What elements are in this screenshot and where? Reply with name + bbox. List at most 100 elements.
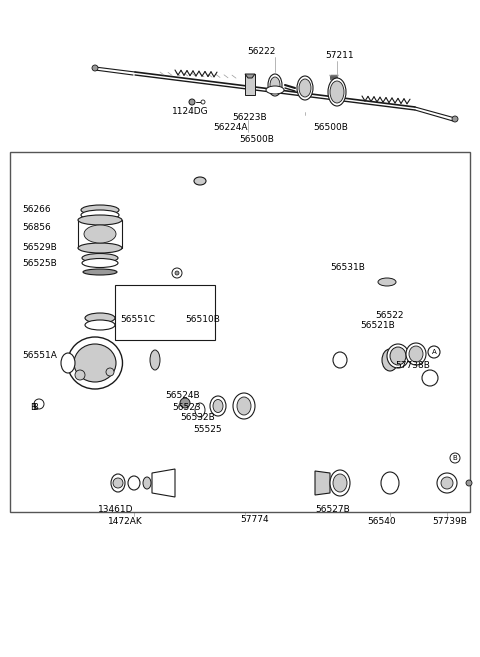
Polygon shape (245, 74, 255, 95)
Text: B: B (32, 403, 38, 413)
Ellipse shape (199, 467, 210, 499)
Ellipse shape (81, 210, 119, 220)
Ellipse shape (187, 468, 198, 498)
Circle shape (466, 480, 472, 486)
Text: 56532B: 56532B (180, 413, 215, 422)
Circle shape (75, 370, 85, 380)
Circle shape (172, 268, 182, 278)
Ellipse shape (268, 74, 282, 96)
Text: 56856: 56856 (22, 223, 51, 233)
Text: 57211: 57211 (325, 51, 354, 60)
Circle shape (106, 368, 114, 376)
Text: 57774: 57774 (240, 516, 269, 524)
Ellipse shape (78, 215, 122, 225)
Ellipse shape (292, 468, 303, 498)
Ellipse shape (387, 344, 409, 368)
Bar (78, 220, 122, 248)
Text: 56222: 56222 (247, 47, 275, 57)
Circle shape (437, 473, 457, 493)
Ellipse shape (210, 396, 226, 416)
Text: 56551C: 56551C (120, 315, 155, 325)
Circle shape (441, 477, 453, 489)
Text: 56224A: 56224A (213, 124, 248, 133)
Circle shape (428, 346, 440, 358)
Ellipse shape (128, 476, 140, 490)
Ellipse shape (378, 278, 396, 286)
Ellipse shape (328, 78, 346, 106)
Ellipse shape (222, 465, 233, 501)
Bar (115, 285, 215, 340)
Text: 56540: 56540 (367, 518, 396, 526)
Text: 56521B: 56521B (360, 321, 395, 330)
Ellipse shape (81, 205, 119, 215)
Text: 56500B: 56500B (313, 124, 348, 133)
Ellipse shape (233, 393, 255, 419)
Circle shape (422, 370, 438, 386)
Circle shape (175, 271, 179, 275)
Ellipse shape (330, 81, 344, 103)
Text: B: B (453, 455, 457, 461)
Ellipse shape (390, 347, 406, 365)
Ellipse shape (85, 320, 115, 330)
Ellipse shape (150, 350, 160, 370)
Ellipse shape (297, 76, 313, 100)
Text: 56531B: 56531B (330, 263, 365, 273)
Ellipse shape (299, 79, 311, 97)
Text: B: B (30, 403, 36, 411)
Circle shape (450, 453, 460, 463)
Ellipse shape (78, 243, 122, 253)
Text: 56551A: 56551A (22, 350, 57, 359)
Text: 56510B: 56510B (185, 315, 220, 325)
Text: 56524B: 56524B (165, 390, 200, 399)
Ellipse shape (333, 352, 347, 368)
Polygon shape (245, 74, 255, 78)
Ellipse shape (84, 225, 116, 243)
Ellipse shape (61, 353, 75, 373)
Circle shape (452, 116, 458, 122)
Polygon shape (315, 471, 330, 495)
Ellipse shape (270, 77, 280, 93)
Circle shape (92, 65, 98, 71)
Circle shape (180, 398, 190, 408)
Ellipse shape (381, 472, 399, 494)
Circle shape (113, 478, 123, 488)
Ellipse shape (68, 337, 122, 389)
Text: 56523: 56523 (172, 403, 201, 411)
Ellipse shape (330, 470, 350, 496)
Ellipse shape (143, 477, 151, 489)
Ellipse shape (266, 86, 284, 94)
Ellipse shape (245, 464, 256, 501)
Ellipse shape (85, 313, 115, 323)
Ellipse shape (237, 397, 251, 415)
Text: 56266: 56266 (22, 206, 50, 214)
Ellipse shape (195, 403, 205, 417)
Ellipse shape (234, 464, 245, 501)
Text: 13461D: 13461D (98, 505, 133, 514)
Bar (10, 152, 470, 512)
Text: 56527B: 56527B (315, 505, 350, 514)
Circle shape (189, 99, 195, 105)
Text: 1124DG: 1124DG (172, 108, 209, 116)
Ellipse shape (333, 474, 347, 492)
Text: 56529B: 56529B (22, 244, 57, 252)
Ellipse shape (111, 474, 125, 492)
Ellipse shape (382, 349, 398, 371)
Ellipse shape (213, 399, 223, 413)
Text: 56500B: 56500B (240, 135, 275, 143)
Ellipse shape (210, 466, 221, 500)
Circle shape (34, 399, 44, 409)
Ellipse shape (83, 269, 117, 275)
Ellipse shape (194, 177, 206, 185)
Ellipse shape (269, 466, 280, 500)
Text: 1472AK: 1472AK (108, 518, 143, 526)
Text: 56525B: 56525B (22, 258, 57, 267)
Ellipse shape (82, 254, 118, 263)
Text: A: A (432, 349, 436, 355)
Text: 56522: 56522 (375, 311, 404, 319)
Ellipse shape (280, 467, 291, 499)
Ellipse shape (82, 258, 118, 267)
Ellipse shape (74, 344, 116, 382)
Text: 56223B: 56223B (233, 114, 267, 122)
Ellipse shape (406, 343, 426, 365)
Text: 55525: 55525 (193, 426, 222, 434)
